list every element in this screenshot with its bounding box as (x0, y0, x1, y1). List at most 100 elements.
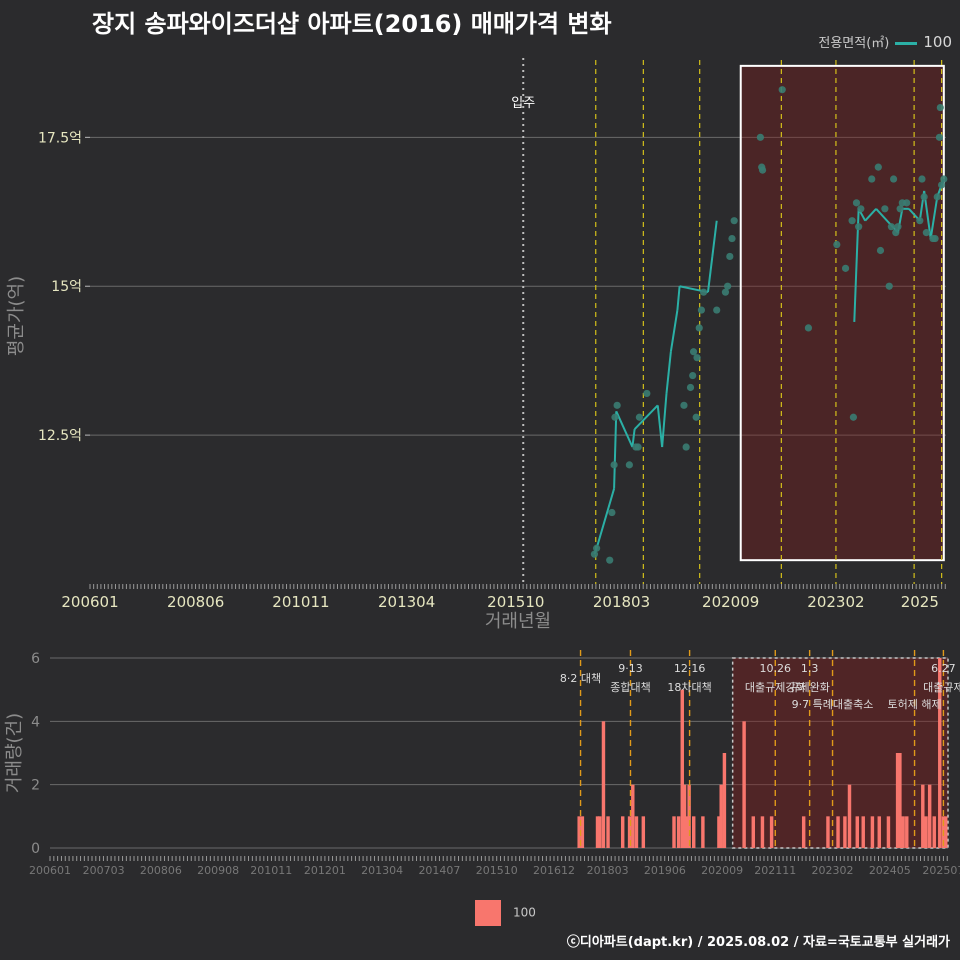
price-point (606, 556, 614, 564)
volume-bar (631, 784, 635, 848)
volume-bar (722, 753, 727, 848)
chart-title: 장지 송파와이즈더샵 아파트(2016) 매매가격 변화 (92, 10, 612, 38)
price-point (692, 413, 700, 421)
price-point (935, 133, 944, 141)
price-point (852, 199, 861, 207)
policy-name-label: 대출규제 (923, 681, 960, 694)
price-point (857, 205, 865, 213)
volume-x-tick-label: 201011 (250, 864, 292, 877)
price-point (634, 443, 642, 451)
volume-bar (577, 816, 581, 848)
volume-x-tick-label: 200806 (140, 864, 182, 877)
price-point (922, 229, 930, 237)
volume-bar (595, 816, 600, 848)
volume-x-tick-label: 201201 (304, 864, 346, 877)
volume-bar (634, 816, 639, 848)
price-point (610, 461, 618, 469)
price-line-segment (595, 488, 616, 549)
volume-bar (861, 816, 865, 848)
volume-bar (606, 816, 610, 848)
price-point (689, 348, 698, 356)
price-line-segment (661, 393, 668, 448)
price-line-segment (615, 410, 634, 448)
price-line-segment (706, 256, 714, 293)
price-point (885, 282, 893, 290)
price-point (876, 246, 885, 255)
volume-y-tick-label: 0 (31, 841, 40, 857)
policy-date-label: 6.27 (931, 662, 956, 675)
volume-bar (719, 784, 723, 848)
price-point (590, 550, 599, 558)
policy-name-label: 9·7 특례대출축소 (792, 698, 874, 711)
price-point (918, 175, 926, 183)
volume-x-tick-label: 202111 (754, 864, 796, 877)
price-point (695, 324, 703, 332)
price-y-tick-label: 12.5억 (38, 428, 82, 444)
volume-bar (921, 784, 925, 848)
price-point (855, 223, 863, 231)
legend-title: 전용면적(㎡) (818, 36, 890, 51)
volume-bar (826, 816, 830, 848)
policy-name-label: 대출규제강화 (745, 681, 806, 694)
bottom-legend: 100 (475, 900, 536, 926)
policy-name-label: 토허제 해제 (887, 697, 941, 711)
price-point (758, 166, 767, 174)
price-x-tick-label: 2025 (901, 593, 939, 611)
price-point (894, 223, 902, 231)
policy-date-label: 1.3 (801, 662, 819, 675)
volume-bar (580, 816, 585, 848)
volume-bar (641, 816, 646, 848)
price-line-segment (631, 429, 636, 448)
volume-bar (687, 784, 691, 848)
volume-bar (672, 816, 676, 848)
price-point (938, 181, 946, 189)
price-point (728, 234, 736, 243)
price-line-segment (613, 411, 618, 489)
volume-bar (886, 816, 891, 848)
legend-series-name: 100 (923, 33, 952, 51)
price-point (613, 401, 621, 409)
price-y-tick-label: 15억 (51, 279, 82, 295)
price-point (682, 443, 690, 451)
price-x-tick-label: 201011 (272, 593, 329, 611)
price-x-tick-label: 202009 (702, 593, 759, 611)
price-point (920, 193, 928, 201)
volume-bar (685, 816, 689, 848)
price-x-tick-label: 201510 (487, 593, 544, 611)
x-axis-title: 거래년월 (485, 611, 551, 632)
volume-bar (676, 816, 681, 848)
policy-date-label: 12·16 (674, 662, 706, 675)
price-point (724, 282, 732, 290)
price-point (778, 86, 786, 94)
volume-y-tick-label: 2 (31, 778, 40, 794)
price-x-tick-label: 201803 (593, 593, 650, 611)
price-point (804, 324, 813, 332)
price-line-segment (711, 220, 718, 257)
volume-x-tick-label: 202507 (922, 864, 960, 877)
volume-x-tick-label: 201612 (533, 864, 575, 877)
volume-bar (943, 816, 948, 848)
volume-bar (938, 658, 942, 848)
price-point (726, 252, 734, 261)
volume-bar (751, 816, 755, 848)
volume-x-tick-label: 201304 (361, 864, 403, 877)
legend-bar-swatch (475, 900, 501, 926)
volume-bar (901, 816, 905, 848)
volume-bar (924, 816, 928, 848)
volume-y-tick-label: 6 (31, 651, 40, 667)
volume-bar (692, 816, 696, 848)
price-point (697, 306, 706, 314)
price-point (848, 217, 856, 225)
price-point (903, 199, 911, 207)
price-line-segment (864, 208, 877, 222)
volume-bar (682, 784, 687, 848)
volume-x-tick-label: 200908 (197, 864, 239, 877)
y-axis-title: 평균가(억) (6, 276, 27, 356)
volume-bar (905, 816, 909, 848)
volume-bar (801, 816, 806, 848)
volume-x-tick-label: 201407 (418, 864, 460, 877)
price-point (693, 354, 701, 362)
volume-y-tick-label: 4 (31, 714, 40, 730)
